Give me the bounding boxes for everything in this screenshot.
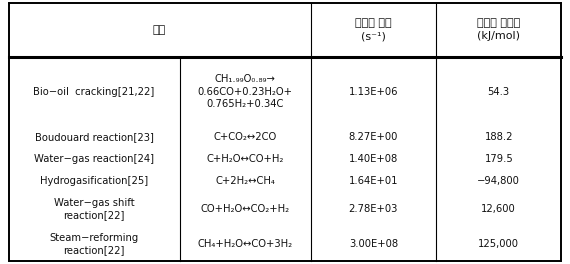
- Text: Water−gas shift
reaction[22]: Water−gas shift reaction[22]: [54, 198, 135, 220]
- Text: 2.78E+03: 2.78E+03: [349, 204, 398, 214]
- Text: Bio−oil  cracking[21,22]: Bio−oil cracking[21,22]: [34, 87, 154, 97]
- Text: 반응: 반응: [153, 25, 166, 35]
- Text: Steam−reforming
reaction[22]: Steam−reforming reaction[22]: [50, 233, 139, 255]
- Text: Water−gas reaction[24]: Water−gas reaction[24]: [34, 154, 154, 164]
- Text: 1.40E+08: 1.40E+08: [349, 154, 398, 164]
- Text: 1.64E+01: 1.64E+01: [349, 176, 398, 186]
- Text: CO+H₂O↔CO₂+H₂: CO+H₂O↔CO₂+H₂: [201, 204, 290, 214]
- Text: 188.2: 188.2: [484, 132, 513, 142]
- Text: 12,600: 12,600: [482, 204, 516, 214]
- Text: 1.13E+06: 1.13E+06: [349, 87, 398, 97]
- Text: Hydrogasification[25]: Hydrogasification[25]: [40, 176, 148, 186]
- Text: 8.27E+00: 8.27E+00: [349, 132, 398, 142]
- Text: CH₁.₉₉O₀.₈₉→
0.66CO+0.23H₂O+
0.765H₂+0.34C: CH₁.₉₉O₀.₈₉→ 0.66CO+0.23H₂O+ 0.765H₂+0.3…: [198, 74, 292, 109]
- Text: 전지수 인자
(s⁻¹): 전지수 인자 (s⁻¹): [355, 18, 392, 41]
- Text: 179.5: 179.5: [484, 154, 513, 164]
- Text: 활성화 에너지
(kJ/mol): 활성화 에너지 (kJ/mol): [477, 18, 520, 41]
- Text: C+CO₂↔2CO: C+CO₂↔2CO: [214, 132, 276, 142]
- Text: −94,800: −94,800: [477, 176, 520, 186]
- Text: 125,000: 125,000: [478, 239, 519, 249]
- Text: Boudouard reaction[23]: Boudouard reaction[23]: [35, 132, 153, 142]
- Text: 3.00E+08: 3.00E+08: [349, 239, 398, 249]
- Text: 54.3: 54.3: [488, 87, 510, 97]
- Text: C+2H₂↔CH₄: C+2H₂↔CH₄: [215, 176, 275, 186]
- Text: CH₄+H₂O↔CO+3H₂: CH₄+H₂O↔CO+3H₂: [198, 239, 292, 249]
- Text: C+H₂O↔CO+H₂: C+H₂O↔CO+H₂: [206, 154, 284, 164]
